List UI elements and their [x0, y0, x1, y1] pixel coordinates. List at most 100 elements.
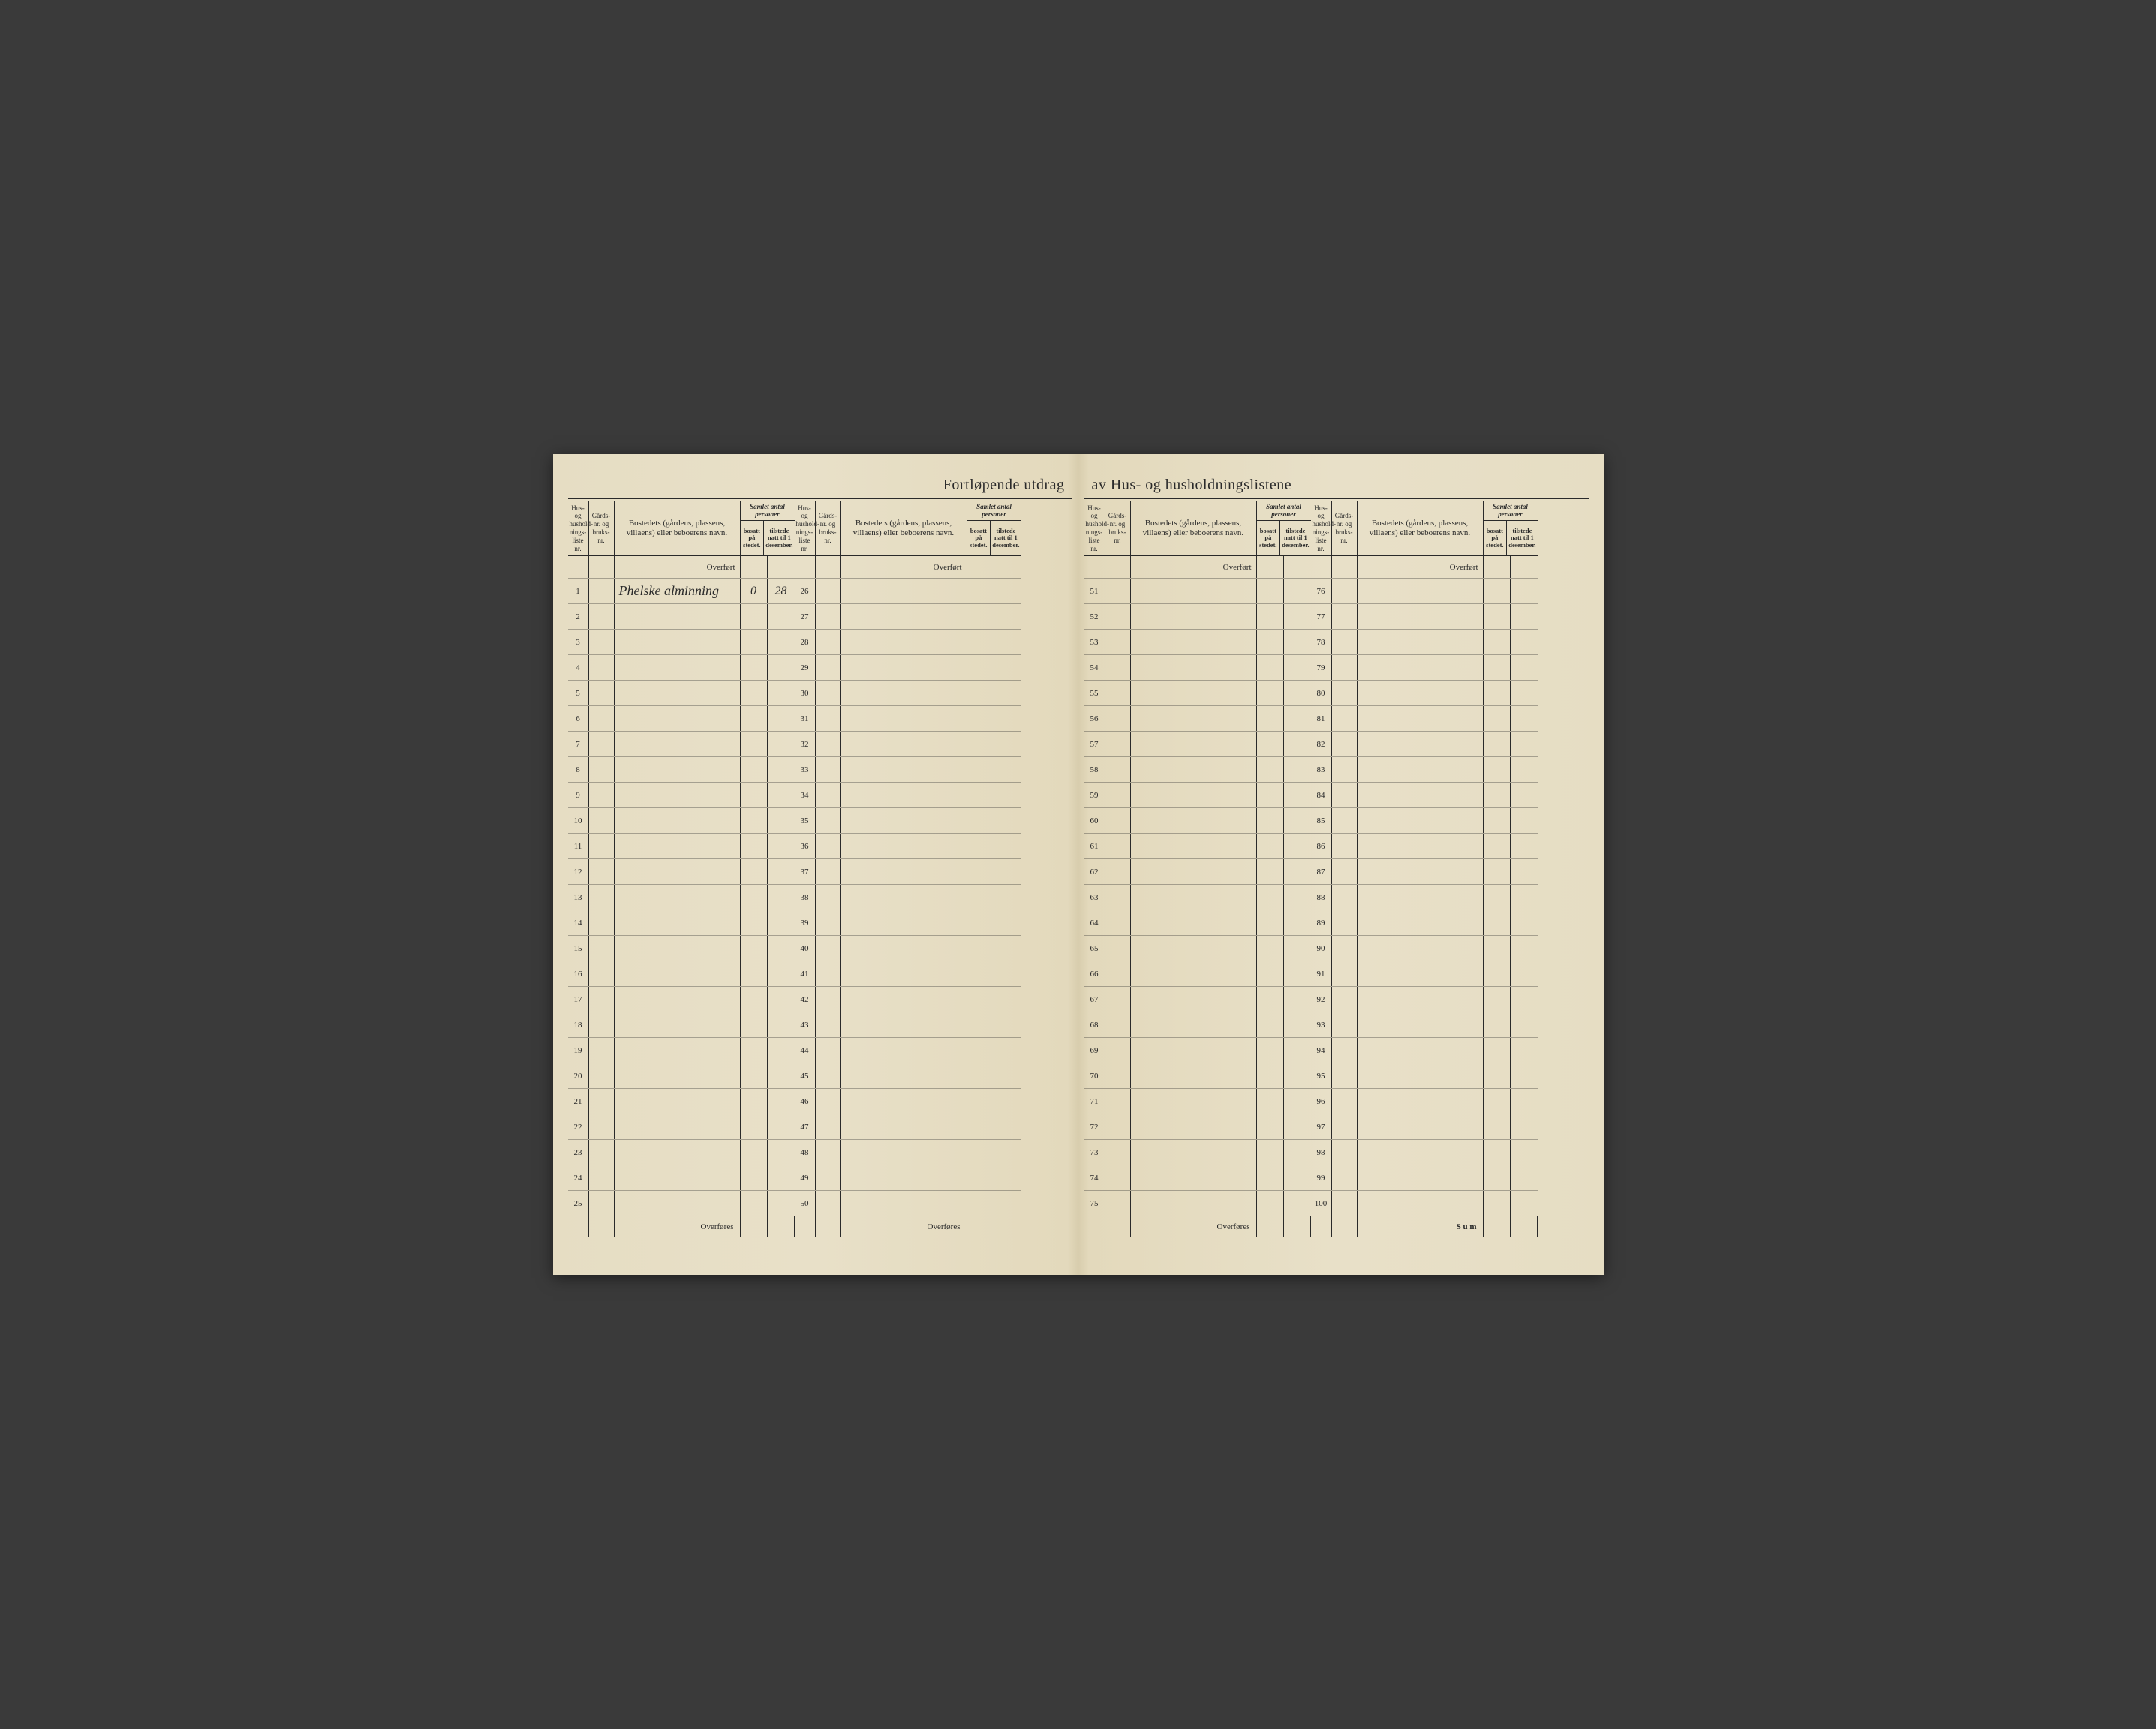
cell-tilstede — [768, 910, 795, 935]
cell-bosatt — [1257, 1165, 1284, 1190]
table-row: 66 — [1084, 961, 1311, 987]
cell-bosatt — [967, 859, 994, 884]
overfort-row: Overført — [1311, 556, 1538, 579]
row-number: 14 — [568, 910, 589, 935]
row-number: 28 — [795, 630, 816, 654]
table-row: 7 — [568, 732, 795, 757]
table-row: 1Phelske alminning028 — [568, 579, 795, 604]
table-row: 25 — [568, 1191, 795, 1216]
table-row: 98 — [1311, 1140, 1538, 1165]
hdr-sub: bosatt på stedet. tilstede natt til 1 de… — [967, 521, 1021, 555]
cell-gnr — [589, 630, 615, 654]
cell-gnr — [816, 1140, 841, 1165]
cell-tilstede — [994, 630, 1021, 654]
cell-gnr — [589, 936, 615, 961]
cell-bosatt: 0 — [741, 579, 768, 603]
row-number: 38 — [795, 885, 816, 910]
cell-tilstede — [768, 1089, 795, 1114]
cell-gnr — [1105, 1089, 1131, 1114]
row-number: 84 — [1311, 783, 1332, 807]
cell-tilstede — [1511, 681, 1538, 705]
cell-tilstede — [768, 1191, 795, 1216]
footer-blank — [568, 1216, 589, 1237]
cell-gnr — [589, 655, 615, 680]
table-row: 23 — [568, 1140, 795, 1165]
cell-bosatt — [1484, 1012, 1511, 1037]
cell-bosatt — [1257, 936, 1284, 961]
row-number: 50 — [795, 1191, 816, 1216]
hdr-samlet: Samlet antal personer — [967, 501, 1021, 522]
overfort-label: Overført — [841, 556, 967, 578]
table-row: 60 — [1084, 808, 1311, 834]
cell-bosatt — [741, 655, 768, 680]
rows-section-4: Overført76777879808182838485868788899091… — [1311, 556, 1538, 1216]
cell-tilstede — [1511, 808, 1538, 833]
row-number: 20 — [568, 1063, 589, 1088]
cell-blank — [994, 556, 1021, 578]
cell-gnr — [1105, 655, 1131, 680]
cell-gnr — [816, 681, 841, 705]
hdr-name: Bostedets (gårdens, plassens, villaens) … — [841, 501, 967, 556]
cell-name — [615, 604, 741, 629]
row-number: 82 — [1311, 732, 1332, 756]
cell-bosatt — [1257, 579, 1284, 603]
cell-bosatt — [1484, 630, 1511, 654]
cell-tilstede — [994, 987, 1021, 1012]
table-row: 65 — [1084, 936, 1311, 961]
hdr-bosatt: bosatt på stedet. — [1257, 521, 1281, 555]
cell-name — [615, 706, 741, 731]
header-row: Hus- og hushold-nings-liste nr. Gårds-nr… — [568, 501, 795, 557]
cell-bosatt — [1484, 706, 1511, 731]
row-number: 51 — [1084, 579, 1105, 603]
cell-tilstede — [1284, 834, 1311, 858]
cell-bosatt — [741, 1012, 768, 1037]
cell-gnr — [1332, 936, 1358, 961]
cell-tilstede — [1511, 936, 1538, 961]
row-number: 23 — [568, 1140, 589, 1165]
row-number: 55 — [1084, 681, 1105, 705]
table-row: 30 — [795, 681, 1021, 706]
cell-tilstede — [1284, 1191, 1311, 1216]
cell-bosatt — [1257, 757, 1284, 782]
cell-gnr — [816, 859, 841, 884]
cell-tilstede — [768, 961, 795, 986]
cell-bosatt — [967, 630, 994, 654]
row-number: 75 — [1084, 1191, 1105, 1216]
cell-bosatt — [967, 961, 994, 986]
cell-tilstede — [1284, 706, 1311, 731]
cell-bosatt — [967, 732, 994, 756]
cell-tilstede — [1284, 987, 1311, 1012]
row-number: 64 — [1084, 910, 1105, 935]
hdr-tilstede: tilstede natt til 1 desember. — [764, 521, 794, 555]
cell-bosatt — [1484, 579, 1511, 603]
cell-gnr — [816, 732, 841, 756]
cell-name — [615, 1012, 741, 1037]
cell-bosatt — [967, 783, 994, 807]
table-row: 70 — [1084, 1063, 1311, 1089]
row-number: 56 — [1084, 706, 1105, 731]
header-row: Hus- og hushold-nings-liste nr. Gårds-nr… — [795, 501, 1021, 557]
cell-name — [841, 757, 967, 782]
table-row: 45 — [795, 1063, 1021, 1089]
hdr-samlet-group: Samlet antal personer bosatt på stedet. … — [741, 501, 795, 556]
table-row: 36 — [795, 834, 1021, 859]
table-row: 83 — [1311, 757, 1538, 783]
cell-name — [1131, 910, 1257, 935]
table-row: 93 — [1311, 1012, 1538, 1038]
cell-name — [1131, 808, 1257, 833]
cell-blank — [768, 556, 795, 578]
table-row: 81 — [1311, 706, 1538, 732]
cell-gnr — [1105, 1140, 1131, 1165]
cell-bosatt — [967, 757, 994, 782]
row-number: 80 — [1311, 681, 1332, 705]
row-number: 86 — [1311, 834, 1332, 858]
cell-name — [1131, 655, 1257, 680]
cell-tilstede — [1511, 757, 1538, 782]
cell-bosatt — [741, 1089, 768, 1114]
footer-blank — [1311, 1216, 1332, 1237]
cell-name — [841, 961, 967, 986]
cell-gnr — [816, 579, 841, 603]
footer-blank — [589, 1216, 615, 1237]
cell-name — [1131, 1012, 1257, 1037]
cell-gnr — [1332, 910, 1358, 935]
